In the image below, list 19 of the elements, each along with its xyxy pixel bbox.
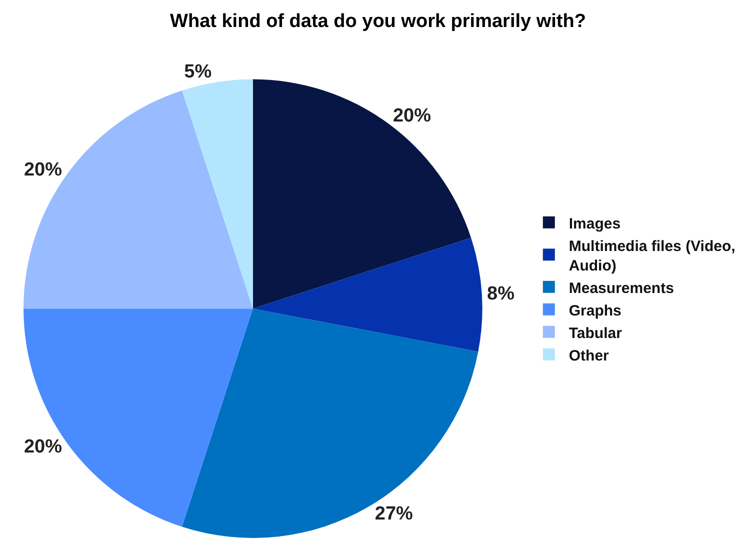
legend-label: Other	[568, 347, 610, 364]
pie-slice	[24, 90, 253, 309]
pie-slice	[252, 79, 472, 309]
data-label: 5%	[184, 61, 212, 82]
data-label: 8%	[487, 284, 515, 305]
data-label: 20%	[392, 106, 432, 127]
legend-label: Graphs	[568, 302, 622, 320]
pie-slice	[252, 238, 482, 352]
pie-slice	[182, 79, 253, 309]
data-label: 27%	[374, 503, 414, 524]
data-label: 20%	[24, 436, 62, 458]
data-label: 20%	[24, 160, 62, 181]
legend-label: Multimedia files (Video, Audio)	[568, 238, 736, 274]
legend-label: Images	[568, 215, 621, 232]
legend-label: Tabular	[568, 324, 622, 342]
legend-label: Measurements	[568, 280, 674, 297]
pie-slice	[182, 308, 478, 538]
pie-slice	[24, 308, 253, 527]
chart-title: What kind of data do you work primarily with?	[170, 11, 586, 32]
